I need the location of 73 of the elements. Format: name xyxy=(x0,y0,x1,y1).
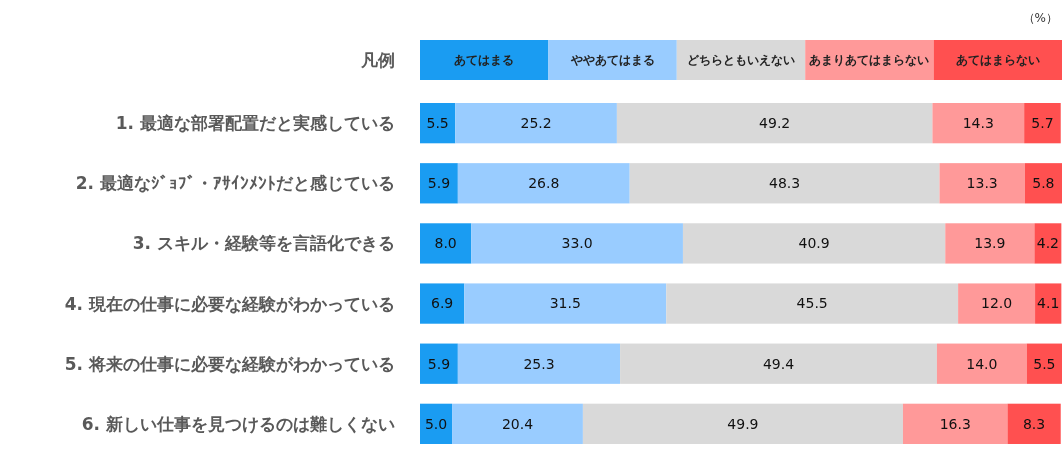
data-label: 14.0 xyxy=(966,355,998,372)
data-label: 5.9 xyxy=(427,355,451,372)
data-label: 12.0 xyxy=(981,295,1013,312)
data-label: 14.3 xyxy=(962,115,994,132)
bar xyxy=(455,103,617,144)
bar xyxy=(958,283,1036,324)
bar xyxy=(902,403,1008,444)
bar xyxy=(471,223,683,264)
bar xyxy=(1035,283,1062,324)
bar xyxy=(682,223,946,264)
bar xyxy=(939,163,1025,204)
data-label: 40.9 xyxy=(798,235,830,252)
bar xyxy=(420,103,456,144)
data-label: 45.5 xyxy=(796,295,828,312)
data-label: 31.5 xyxy=(549,295,581,312)
data-label: 25.3 xyxy=(523,355,555,372)
text: どちらともいえない xyxy=(687,53,795,68)
bar xyxy=(464,283,667,324)
bar xyxy=(932,103,1025,144)
data-label: 5.8 xyxy=(1032,175,1055,192)
data-label: 26.8 xyxy=(528,175,560,192)
bar xyxy=(420,223,472,264)
bar xyxy=(457,163,630,204)
y-tick-label: 4. 現在の仕事に必要な経験がわかっている xyxy=(64,293,395,314)
data-label: 13.3 xyxy=(966,175,998,192)
text: あまりあてはまらない xyxy=(809,53,930,68)
data-label: 8.0 xyxy=(434,235,457,252)
bar xyxy=(629,163,940,204)
data-label: 5.0 xyxy=(424,415,448,432)
bar xyxy=(1024,163,1062,204)
bar xyxy=(1024,103,1061,144)
data-label: 4.1 xyxy=(1037,295,1060,312)
y-tick-label: 2. 最適なｼﾞｮﾌﾞ・ｱｻｲﾝﾒﾝﾄだと感じている xyxy=(75,173,395,194)
bar xyxy=(420,343,458,384)
y-tick-label: 1. 最適な部署配置だと実感している xyxy=(115,113,395,134)
y-tick-label: 5. 将来の仕事に必要な経験がわかっている xyxy=(64,353,395,374)
data-label: 49.4 xyxy=(762,355,795,372)
data-label: 4.2 xyxy=(1036,235,1060,252)
data-label: 33.0 xyxy=(561,235,593,252)
data-label: 5.9 xyxy=(427,175,451,192)
data-label: 49.9 xyxy=(727,415,759,432)
bar xyxy=(420,403,453,444)
legend-title: 凡例 xyxy=(360,49,395,70)
bar xyxy=(1026,343,1062,384)
bar xyxy=(620,343,937,384)
data-label: 6.9 xyxy=(430,295,454,312)
data-label: 5.5 xyxy=(1033,355,1056,372)
data-label: 20.4 xyxy=(501,415,534,432)
data-label: 49.2 xyxy=(759,115,791,132)
text: あてはまらない xyxy=(955,53,1040,68)
bar xyxy=(1034,223,1062,264)
bar xyxy=(452,403,583,444)
y-tick-label: 6. 新しい仕事を見つけるのは難しくない xyxy=(81,413,395,434)
bar xyxy=(457,343,621,384)
text: ややあてはまる xyxy=(569,53,655,68)
bar xyxy=(420,163,458,204)
bar xyxy=(616,103,933,144)
data-label: 13.9 xyxy=(974,235,1006,252)
bar xyxy=(945,223,1035,264)
bar xyxy=(582,403,903,444)
data-label: 5.5 xyxy=(426,115,449,132)
bar xyxy=(420,283,465,324)
bar xyxy=(936,343,1027,384)
text: あてはまる xyxy=(454,53,515,68)
data-label: 5.7 xyxy=(1031,115,1054,132)
bar xyxy=(666,283,959,324)
data-label: 25.2 xyxy=(520,115,552,132)
data-label: 16.3 xyxy=(939,415,971,432)
data-label: 48.3 xyxy=(769,175,801,192)
y-tick-label: 3. スキル・経験等を言語化できる xyxy=(132,233,395,254)
data-label: 8.3 xyxy=(1022,415,1046,432)
bar xyxy=(1007,403,1061,444)
text: （%） xyxy=(1022,11,1058,25)
